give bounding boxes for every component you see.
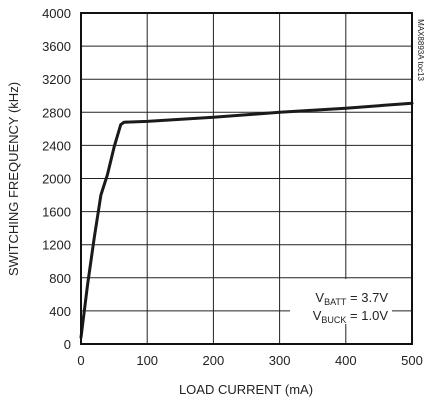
annotation-box (290, 279, 392, 324)
y-axis-label: SWITCHING FREQUENCY (kHz) (6, 82, 21, 276)
x-tick-label: 0 (77, 353, 84, 368)
x-tick-label: 100 (136, 353, 158, 368)
y-tick-label: 4000 (42, 6, 71, 21)
series-line (79, 101, 414, 339)
x-tick-label: 300 (269, 353, 291, 368)
x-tick-label: 500 (401, 353, 423, 368)
y-tick-label: 2400 (42, 138, 71, 153)
y-tick-label: 3200 (42, 72, 71, 87)
y-tick-label: 2800 (42, 105, 71, 120)
series-layer (79, 101, 414, 339)
tick-labels: 0 100 200 300 400 500 0 400 800 1200 1600 2000 2400 2… (42, 6, 423, 368)
y-tick-label: 1600 (42, 205, 71, 220)
y-tick-label: 0 (64, 337, 71, 352)
annotation-vbuck: VBUCK = 1.0V (313, 308, 389, 325)
y-tick-label: 1200 (42, 238, 71, 253)
y-tick-label: 800 (49, 271, 71, 286)
y-tick-label: 3600 (42, 39, 71, 54)
x-axis-label: LOAD CURRENT (mA) (179, 382, 313, 397)
annotation-vbatt: VBATT = 3.7V (315, 290, 388, 307)
x-tick-label: 400 (335, 353, 357, 368)
code-label: MAX8893A toc13 (416, 19, 425, 81)
y-tick-label: 2000 (42, 172, 71, 187)
y-tick-label: 400 (49, 304, 71, 319)
grid (81, 13, 412, 344)
x-tick-label: 200 (203, 353, 225, 368)
plot-frame (80, 12, 413, 345)
